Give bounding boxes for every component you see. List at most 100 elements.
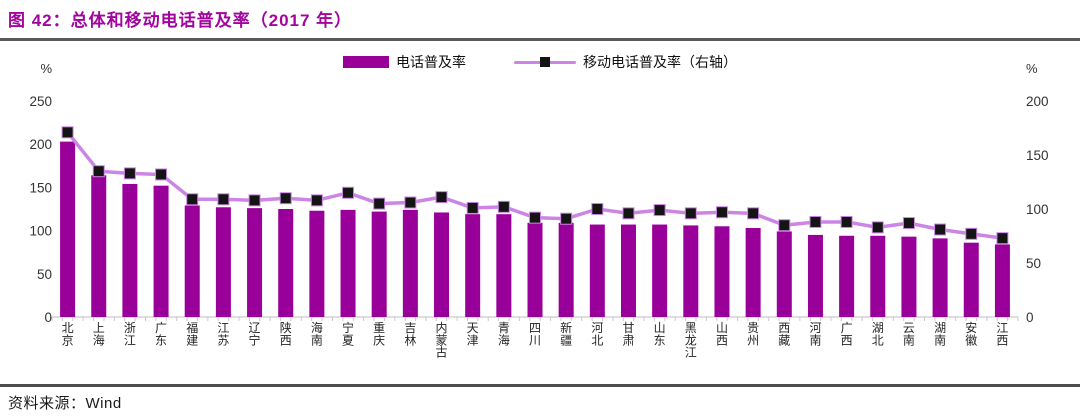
line-marker xyxy=(123,167,136,180)
right-axis-tick-label: 100 xyxy=(1026,202,1049,217)
bar xyxy=(745,228,761,317)
right-axis-unit: % xyxy=(1026,61,1038,76)
line-marker xyxy=(591,203,604,215)
chart-title: 图 42：总体和移动电话普及率（2017 年） xyxy=(8,11,353,30)
line-marker xyxy=(778,219,791,232)
bar xyxy=(340,209,356,317)
line-marker xyxy=(466,201,479,214)
line-marker xyxy=(342,186,355,199)
x-axis-category-label: 河南 xyxy=(809,321,821,347)
line-series-swatch xyxy=(514,56,576,69)
line-marker xyxy=(404,196,417,209)
line-marker xyxy=(965,227,978,240)
x-axis-category-label: 福建 xyxy=(186,320,198,347)
bar-series-swatch xyxy=(343,56,389,68)
x-axis-category-label: 青海 xyxy=(498,321,510,347)
x-axis-category-label: 四川 xyxy=(529,321,541,347)
line-marker xyxy=(747,207,760,220)
line-marker xyxy=(92,165,105,178)
bar xyxy=(807,234,823,317)
x-axis-category-label: 湖南 xyxy=(934,320,946,347)
line-marker xyxy=(248,194,261,207)
bar xyxy=(309,210,325,317)
x-axis-category-label: 浙江 xyxy=(124,321,136,347)
x-axis-category-label: 内蒙古 xyxy=(436,321,448,360)
bar-series-label: 电话普及率 xyxy=(396,54,466,70)
x-axis-category-label: 吉林 xyxy=(404,321,416,347)
bar xyxy=(153,185,169,317)
x-axis-category-label: 广西 xyxy=(841,321,853,347)
legend-item-bar-series: 电话普及率 xyxy=(343,52,466,72)
line-marker xyxy=(560,212,573,225)
x-axis-category-label: 新疆 xyxy=(560,320,572,347)
bar xyxy=(994,244,1010,317)
bar xyxy=(122,183,138,317)
bar xyxy=(839,235,855,317)
left-axis-tick-label: 50 xyxy=(37,267,52,282)
right-axis-tick-label: 0 xyxy=(1026,310,1034,325)
x-axis-category-label: 湖北 xyxy=(872,320,884,347)
footer-divider xyxy=(0,384,1080,387)
right-axis-tick-label: 150 xyxy=(1026,148,1049,163)
x-axis-category-label: 北京 xyxy=(62,321,74,347)
bar xyxy=(932,238,948,317)
bar xyxy=(402,209,418,317)
line-marker xyxy=(996,232,1009,245)
line-marker xyxy=(155,168,168,181)
x-axis-category-label: 上海 xyxy=(93,321,105,347)
left-axis-tick-label: 100 xyxy=(29,224,52,239)
bar xyxy=(714,226,730,317)
x-axis-category-label: 天津 xyxy=(467,321,479,347)
bar xyxy=(215,207,231,317)
bar xyxy=(776,231,792,317)
left-axis-tick-label: 200 xyxy=(29,137,52,152)
x-axis-category-label: 重庆 xyxy=(373,321,385,347)
bar xyxy=(496,214,512,317)
bar xyxy=(558,222,574,317)
left-axis-unit: % xyxy=(40,61,52,76)
x-axis-category-label: 贵州 xyxy=(747,321,759,347)
line-marker xyxy=(529,211,541,224)
source-attribution: 资料来源：Wind xyxy=(8,395,122,412)
bar xyxy=(465,214,481,317)
bar xyxy=(589,224,605,317)
line-series-swatch-marker xyxy=(540,57,550,67)
bar xyxy=(901,236,917,317)
right-axis-tick-label: 50 xyxy=(1026,256,1041,271)
line-marker xyxy=(684,207,697,220)
x-axis-category-label: 甘肃 xyxy=(622,321,634,347)
line-marker xyxy=(497,200,510,213)
chart-canvas: % %050100150200250050100150200北京上海浙江广东福建江… xyxy=(29,61,1049,360)
chart-legend: 电话普及率 移动电话普及率（右轴） xyxy=(0,52,1080,72)
line-marker xyxy=(61,126,74,139)
left-axis-tick-label: 150 xyxy=(29,180,52,195)
line-marker xyxy=(186,193,199,206)
header-divider xyxy=(0,38,1080,41)
x-axis-category-label: 山西 xyxy=(716,321,728,347)
bar xyxy=(91,175,107,317)
bar xyxy=(870,235,886,317)
bar xyxy=(434,212,450,317)
x-axis-category-label: 江西 xyxy=(996,321,1008,347)
line-marker xyxy=(934,223,947,236)
line-marker xyxy=(310,194,323,207)
x-axis-category-label: 江苏 xyxy=(217,321,229,347)
bar xyxy=(184,205,200,317)
bar xyxy=(278,209,294,317)
line-marker xyxy=(653,204,666,217)
bar xyxy=(620,224,636,317)
bar xyxy=(60,141,76,317)
bar xyxy=(371,211,387,317)
x-axis-category-label: 河北 xyxy=(591,321,603,347)
bar xyxy=(247,208,263,317)
line-marker xyxy=(715,206,728,219)
line-marker xyxy=(840,215,853,228)
line-marker xyxy=(217,193,230,206)
x-axis-category-label: 安徽 xyxy=(965,320,977,347)
x-axis-category-label: 云南 xyxy=(903,321,915,347)
x-axis-category-label: 山东 xyxy=(654,321,666,347)
bar xyxy=(683,225,699,317)
bar xyxy=(652,224,668,317)
x-axis-category-label: 黑龙江 xyxy=(685,321,697,360)
